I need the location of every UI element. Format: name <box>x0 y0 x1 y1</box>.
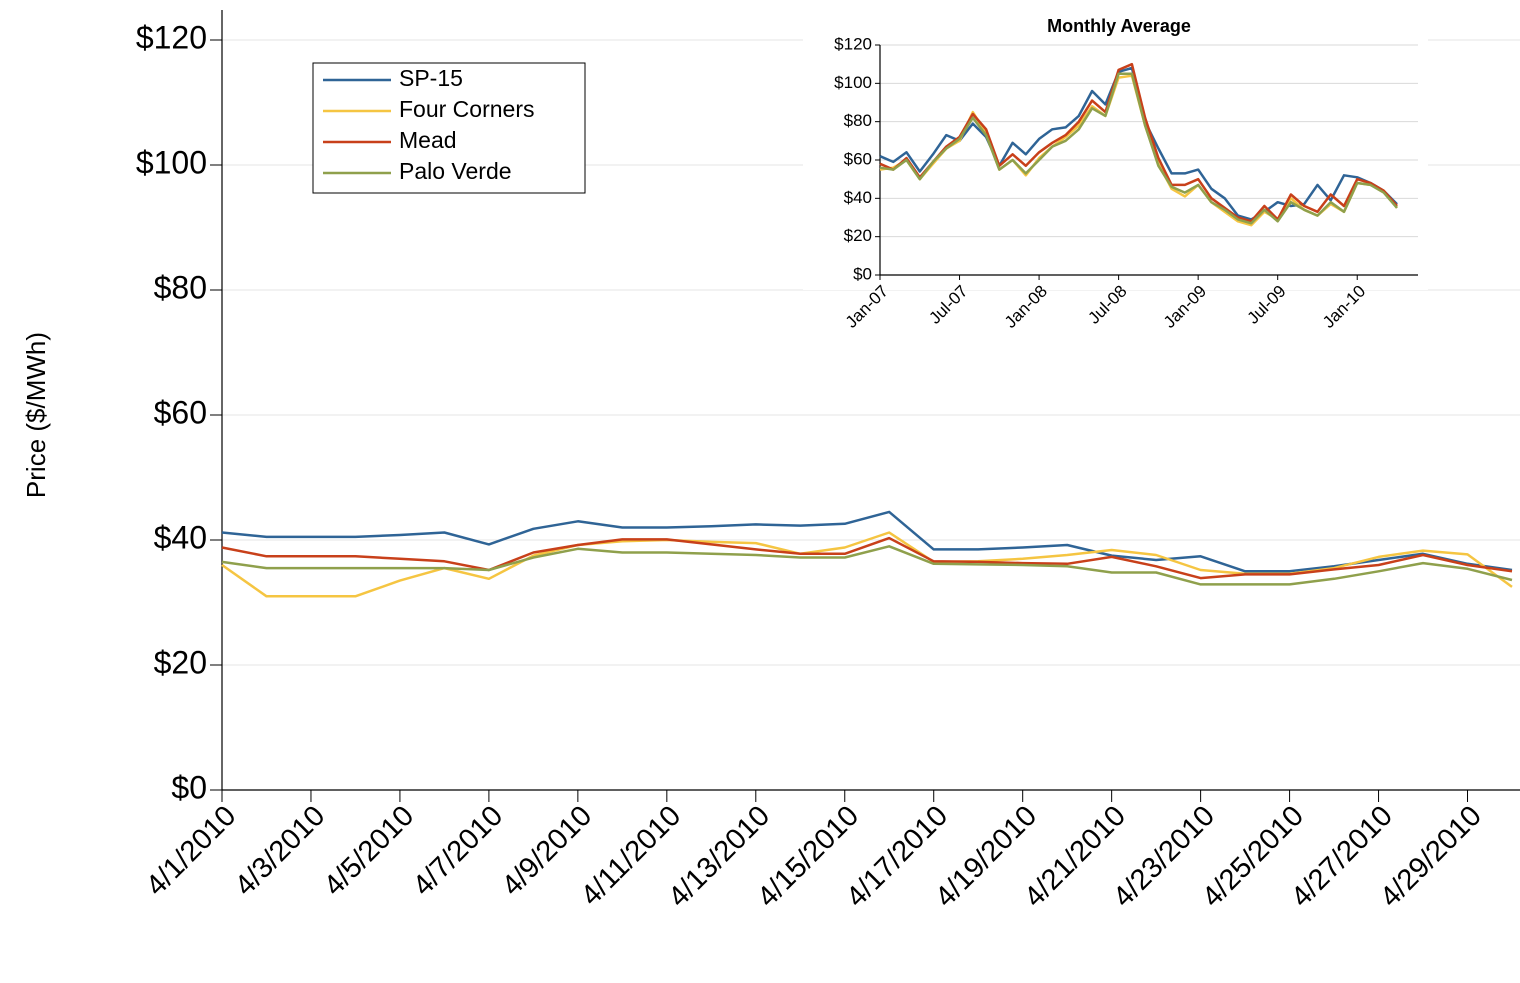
y-tick-label: $100 <box>136 144 207 180</box>
legend-label: SP-15 <box>399 65 463 91</box>
y-tick-label: $20 <box>844 226 872 245</box>
y-tick-label: $40 <box>154 519 207 555</box>
inset-background <box>803 8 1428 290</box>
y-tick-label: $80 <box>844 111 872 130</box>
series-line <box>221 531 1513 598</box>
legend-label: Mead <box>399 127 457 153</box>
y-tick-label: $100 <box>834 73 872 92</box>
y-tick-label: $60 <box>154 394 207 430</box>
chart-title: Monthly Average <box>1047 16 1191 36</box>
series-line <box>879 72 1398 225</box>
legend-label: Palo Verde <box>399 158 512 184</box>
series-line <box>879 62 1398 223</box>
series-line <box>221 545 1513 586</box>
y-tick-label: $20 <box>154 644 207 680</box>
x-tick-label: 4/1/2010 <box>140 800 242 902</box>
x-tick-label: 4/7/2010 <box>407 800 509 902</box>
legend-label: Four Corners <box>399 96 534 122</box>
x-tick-label: 4/5/2010 <box>318 800 420 902</box>
legend: SP-15 Four Corners Mead Palo Verde <box>312 62 586 194</box>
legend-box <box>312 62 586 194</box>
series-line <box>221 510 1513 573</box>
y-tick-label: $0 <box>171 769 207 805</box>
series-line <box>221 536 1513 580</box>
y-tick-label: $40 <box>844 188 872 207</box>
y-tick-label: $60 <box>844 149 872 168</box>
y-tick-label: $120 <box>136 19 207 55</box>
y-tick-label: $0 <box>853 264 872 283</box>
x-tick-label: 4/3/2010 <box>229 800 331 902</box>
y-axis-label: Price ($/MWh) <box>21 332 51 498</box>
y-tick-label: $80 <box>154 269 207 305</box>
y-tick-label: $120 <box>834 34 872 53</box>
